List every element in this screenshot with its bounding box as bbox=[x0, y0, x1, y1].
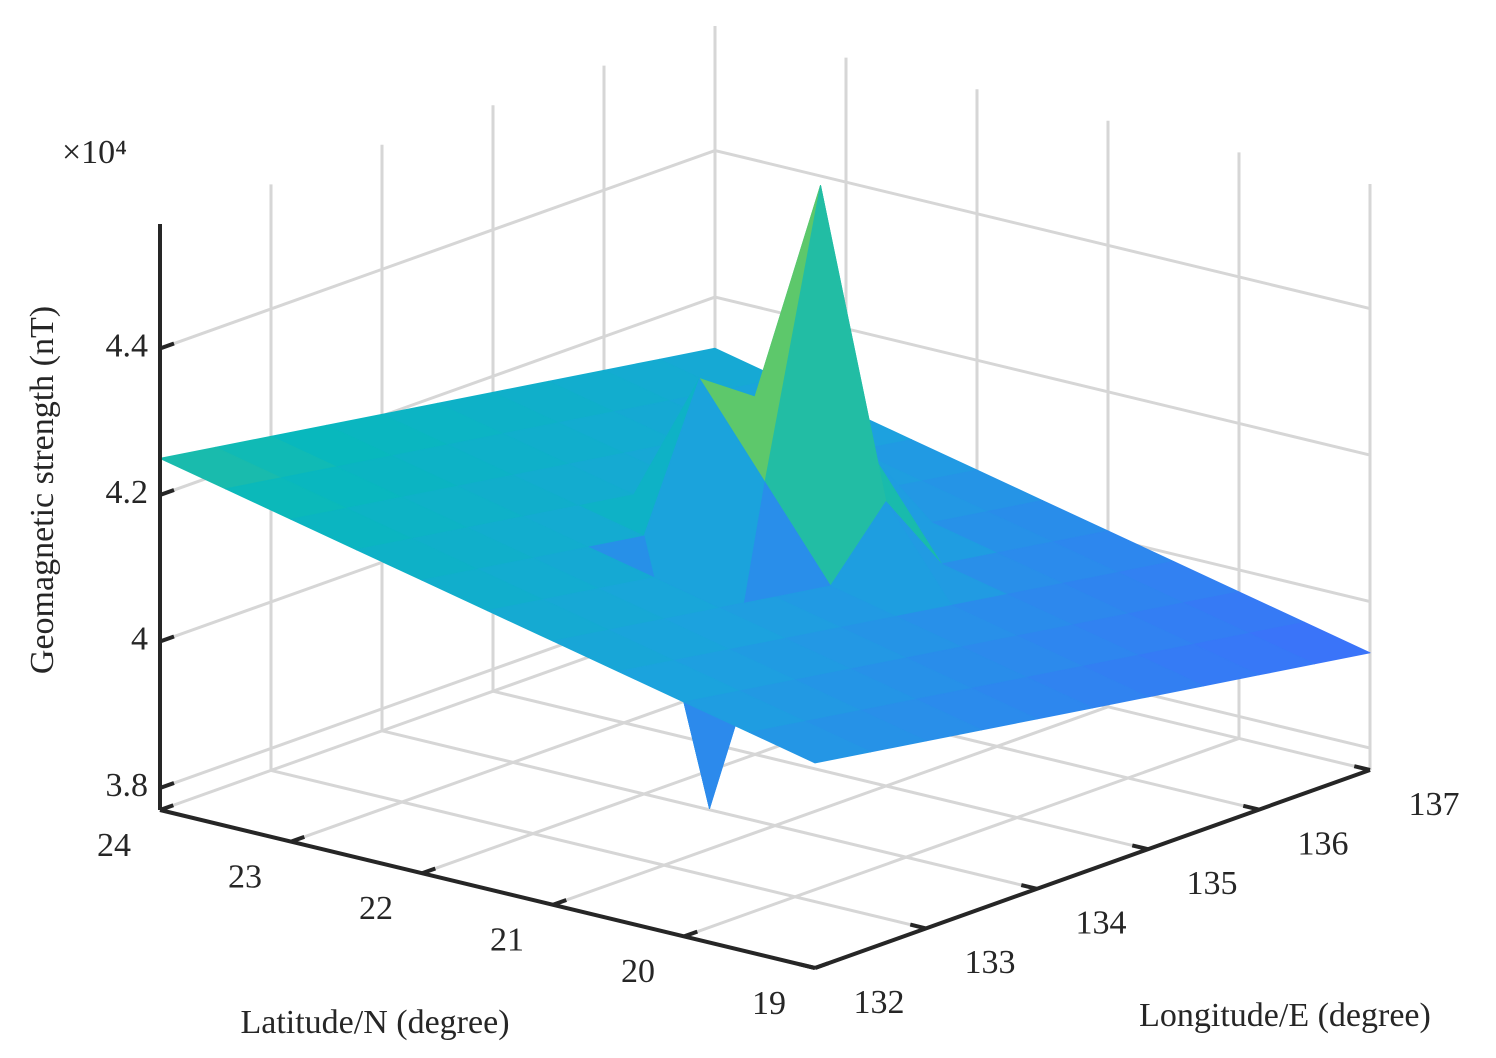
x-tick-label: 136 bbox=[1298, 825, 1349, 862]
y-tick-label: 22 bbox=[359, 890, 393, 927]
z-multiplier: ×10⁴ bbox=[62, 134, 127, 171]
z-tick bbox=[159, 781, 175, 790]
z-tick bbox=[159, 634, 175, 644]
y-axis bbox=[159, 808, 816, 970]
x-tick bbox=[798, 962, 816, 970]
grid-line bbox=[714, 149, 1371, 310]
y-tick bbox=[290, 834, 305, 844]
grid-line bbox=[381, 729, 1038, 891]
x-tick-label: 132 bbox=[854, 984, 905, 1021]
grid-line bbox=[159, 149, 716, 350]
x-tick-label: 134 bbox=[1076, 905, 1127, 942]
x-tick-label: 137 bbox=[1409, 786, 1460, 823]
z-tick bbox=[159, 488, 175, 497]
y-tick bbox=[421, 866, 436, 876]
z-axis-label: Geomagnetic strength (nT) bbox=[24, 306, 61, 674]
grid-line bbox=[552, 705, 1109, 907]
grid-line bbox=[683, 736, 1240, 938]
x-axis bbox=[814, 768, 1371, 970]
x-tick bbox=[1353, 764, 1371, 772]
y-tick-label: 21 bbox=[490, 922, 524, 959]
surface-patch bbox=[749, 720, 871, 764]
x-tick bbox=[1020, 883, 1038, 891]
grid-line bbox=[492, 689, 1149, 851]
grid-line bbox=[270, 768, 927, 930]
y-tick bbox=[159, 803, 174, 812]
z-tick-label: 4.2 bbox=[106, 474, 149, 511]
x-tick bbox=[1131, 843, 1149, 852]
y-axis-label: Latitude/N (degree) bbox=[240, 1004, 509, 1041]
z-tick-label: 4.4 bbox=[106, 327, 149, 364]
x-tick-label: 135 bbox=[1187, 865, 1238, 902]
x-tick-label: 133 bbox=[965, 944, 1016, 981]
y-tick bbox=[814, 961, 829, 970]
z-tick-label: 4 bbox=[131, 620, 148, 657]
x-tick bbox=[909, 922, 927, 931]
y-tick-label: 23 bbox=[228, 858, 262, 895]
y-tick bbox=[683, 929, 698, 939]
y-tick-label: 19 bbox=[752, 985, 786, 1022]
y-tick-label: 24 bbox=[97, 827, 131, 864]
y-tick-label: 20 bbox=[621, 953, 655, 990]
y-tick bbox=[552, 898, 567, 907]
z-tick bbox=[159, 341, 175, 351]
x-axis-label: Longitude/E (degree) bbox=[1139, 997, 1431, 1034]
z-tick-label: 3.8 bbox=[106, 767, 149, 804]
x-tick bbox=[1242, 803, 1260, 812]
